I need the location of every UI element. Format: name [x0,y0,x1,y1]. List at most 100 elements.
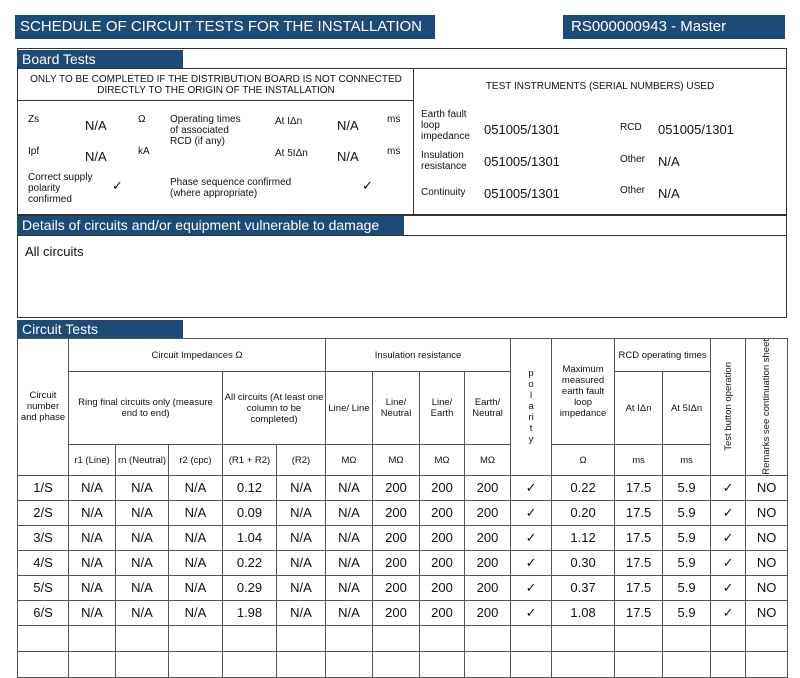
rule [413,68,414,215]
table-cell: 1/S [17,474,69,501]
header-cell: Maximum measured earth fault loop impeda… [551,337,616,446]
table-cell: NO [745,524,789,551]
table-row: 5/S N/A N/A N/A 0.29 N/A N/A 200 200 200 ✓ 0.37 17.5… [17,574,789,601]
header-cell: At IΔn [614,371,664,446]
table-cell: 200 [372,574,420,601]
rcd-at5-label: At 5IΔn [275,148,308,159]
table-cell: N/A [325,524,373,551]
table-cell: 1.12 [551,524,616,551]
header-cell: Circuit number and phase [17,338,69,476]
table-cell: N/A [115,524,169,551]
header-cell: Circuit Impedances Ω [68,337,326,373]
table-cell: 5/S [17,574,69,601]
table-cell: 5.9 [662,474,712,501]
blank-cell [551,650,616,678]
details-box [17,215,787,318]
blank-cell [115,624,169,652]
table-cell: 200 [463,499,512,526]
table-cell: 200 [419,524,465,551]
table-cell: 17.5 [614,574,664,601]
blank-cell [551,624,616,652]
table-cell: 200 [463,474,512,501]
table-cell: 200 [463,599,512,626]
blank-cell [325,650,373,678]
table-cell: 0.29 [222,574,277,601]
blank-row [17,624,789,652]
table-cell: 5.9 [662,549,712,576]
table-cell: 17.5 [614,549,664,576]
polarity-label: Correct supply polarity confirmed [28,172,93,205]
table-cell: 200 [463,549,512,576]
table-cell: N/A [68,524,116,551]
circuit-tests-title: Circuit Tests [17,320,183,338]
header-cell: Earth/ Neutral [463,371,512,446]
zs-label: Zs [28,114,40,125]
table-cell: N/A [168,499,223,526]
table-cell: 17.5 [614,524,664,551]
table-cell: N/A [325,549,373,576]
rule [17,68,787,69]
blank-cell [510,650,553,678]
rcd-at5-unit: ms [387,146,401,157]
table-cell: 1.08 [551,599,616,626]
rcd-at1-unit: ms [387,114,401,125]
polarity-value: ✓ [112,178,123,193]
blank-cell [614,624,664,652]
table-cell: N/A [115,499,169,526]
table-cell: N/A [115,599,169,626]
board-tests-box [17,48,787,215]
table-cell: 0.22 [551,474,616,501]
table-cell: N/A [276,549,326,576]
table-cell: 17.5 [614,474,664,501]
header-cell: MΩ [372,444,420,476]
insulation-value: 051005/1301 [484,154,560,169]
reference: RS000000943 - Master [571,18,727,35]
blank-cell [419,650,465,678]
rcd-times-label: Operating times of associated RCD (if an… [170,114,241,147]
header-text: Test button operation [722,362,734,452]
other-value: N/A [658,154,680,169]
table-cell: 200 [419,599,465,626]
ipf-value: N/A [85,149,107,164]
page-title: SCHEDULE OF CIRCUIT TESTS FOR THE INSTAL… [20,18,423,35]
table-cell: ✓ [710,574,747,601]
header-cell: ms [662,444,712,476]
table-cell: N/A [68,574,116,601]
board-note: ONLY TO BE COMPLETED IF THE DISTRIBUTION… [30,74,402,96]
header-cell: MΩ [463,444,512,476]
table-cell: N/A [68,599,116,626]
header-cell: RCD operating times [614,337,712,373]
table-cell: N/A [276,474,326,501]
blank-cell [17,624,69,652]
header-cell: rn (Neutral) [115,444,169,476]
blank-cell [115,650,169,678]
page: SCHEDULE OF CIRCUIT TESTS FOR THE INSTAL… [15,15,789,678]
blank-cell [168,650,223,678]
blank-cell [372,624,420,652]
table-row: 1/S N/A N/A N/A 0.12 N/A N/A 200 200 200 ✓ 0.22 17.5… [17,474,789,501]
table-cell: 200 [419,499,465,526]
header-cell: ms [614,444,664,476]
table-cell: NO [745,474,789,501]
blank-cell [463,650,512,678]
phase-sequence-value: ✓ [362,178,373,193]
table-cell: 3/S [17,524,69,551]
instruments-title: TEST INSTRUMENTS (SERIAL NUMBERS) USED [485,81,715,92]
header-cell: All circuits (At least one column to be … [222,371,326,446]
blank-row [17,650,789,678]
table-cell: 200 [419,549,465,576]
header-cell: Remarks see continuation sheet [745,338,789,476]
blank-cell [745,624,789,652]
table-cell: 0.12 [222,474,277,501]
zs-unit: Ω [138,114,146,125]
table-cell: N/A [325,499,373,526]
blank-cell [276,650,326,678]
blank-cell [463,624,512,652]
table-cell: N/A [325,599,373,626]
details-title: Details of circuits and/or equipment vul… [17,216,404,235]
reference-bar: RS000000943 - Master [563,15,785,39]
header-cell: At 5IΔn [662,371,712,446]
rcd-at1-label: At IΔn [275,116,303,127]
continuity-label: Continuity [421,187,466,198]
table-row: 2/S N/A N/A N/A 0.09 N/A N/A 200 200 200 ✓ 0.20 17.5… [17,499,789,526]
